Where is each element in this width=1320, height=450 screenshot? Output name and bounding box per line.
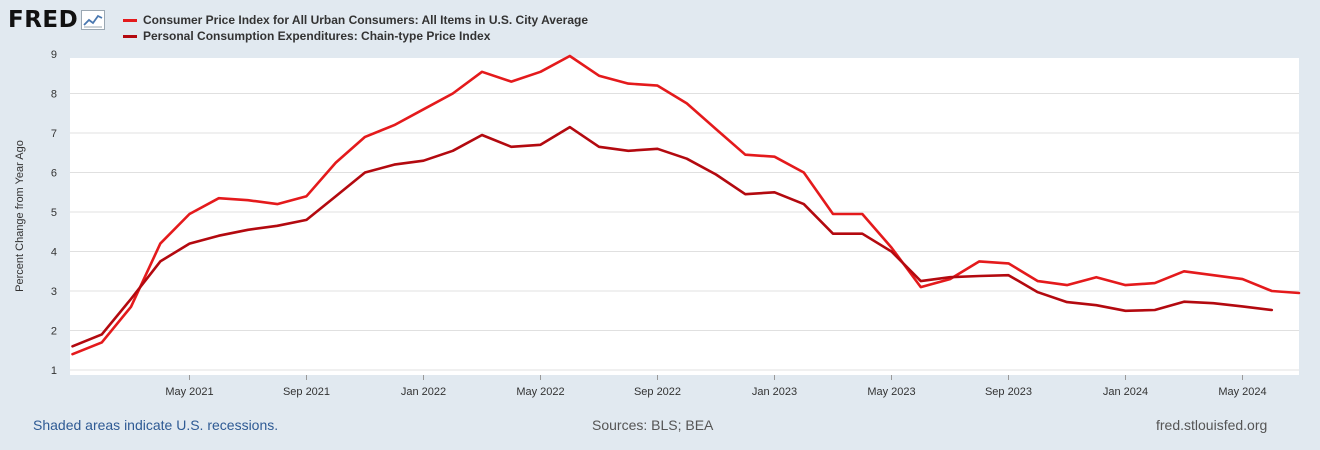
y-tick-label: 8 (51, 89, 57, 101)
plot-area (70, 58, 1299, 375)
y-axis-ticks: 1 2 3 4 5 6 7 8 9 (51, 49, 57, 377)
logo-text: FRED (8, 7, 79, 33)
x-tick-label: May 2021 (165, 386, 213, 398)
x-tick-label: Jan 2023 (752, 386, 797, 398)
recession-note: Shaded areas indicate U.S. recessions. (33, 417, 279, 433)
x-axis-ticks: May 2021 Sep 2021 Jan 2022 May 2022 Sep 2022… (165, 375, 1267, 398)
series-layer (71, 54, 1301, 356)
y-tick-label: 3 (51, 286, 57, 298)
fred-url-link[interactable]: fred.stlouisfed.org (1156, 417, 1268, 433)
y-tick-label: 4 (51, 247, 57, 259)
y-tick-label: 5 (51, 207, 57, 219)
x-tick-label: Jan 2022 (401, 386, 446, 398)
legend-swatch-cpi (123, 18, 137, 22)
sparkline-chart-icon (81, 10, 106, 30)
y-tick-label: 6 (51, 168, 57, 180)
legend-label-pce: Personal Consumption Expenditures: Chain… (143, 29, 491, 43)
chart-legend: Consumer Price Index for All Urban Consu… (123, 12, 588, 44)
y-tick-label: 9 (51, 49, 57, 61)
pce-series-line[interactable] (71, 125, 1274, 348)
legend-entry-pce[interactable]: Personal Consumption Expenditures: Chain… (123, 28, 588, 44)
x-tick-label: May 2024 (1218, 386, 1266, 398)
legend-swatch-pce (123, 34, 137, 38)
y-tick-label: 7 (51, 128, 57, 140)
y-tick-label: 1 (51, 365, 57, 377)
x-tick-label: Jan 2024 (1103, 386, 1148, 398)
legend-entry-cpi[interactable]: Consumer Price Index for All Urban Consu… (123, 12, 588, 28)
x-tick-label: Sep 2022 (634, 386, 681, 398)
legend-label-cpi: Consumer Price Index for All Urban Consu… (143, 13, 588, 27)
gridlines (70, 93, 1299, 371)
data-sources: Sources: BLS; BEA (592, 417, 714, 433)
y-axis-label: Percent Change from Year Ago (14, 140, 26, 292)
fred-logo[interactable]: FRED (8, 6, 106, 34)
cpi-series-line[interactable] (71, 54, 1301, 356)
x-tick-label: May 2022 (516, 386, 564, 398)
x-tick-label: May 2023 (867, 386, 915, 398)
y-tick-label: 2 (51, 326, 57, 338)
x-tick-label: Sep 2023 (985, 386, 1032, 398)
x-tick-label: Sep 2021 (283, 386, 330, 398)
